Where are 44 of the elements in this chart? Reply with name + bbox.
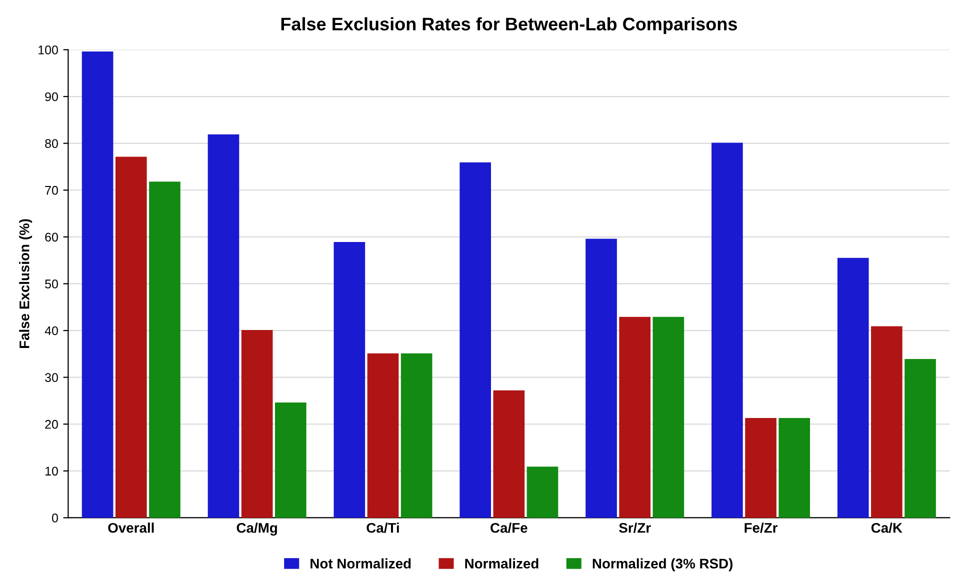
legend-label: Normalized (3% RSD) — [592, 558, 732, 572]
y-tick-label: 20 — [45, 420, 58, 429]
y-tick-label: 80 — [45, 139, 58, 148]
bar — [871, 326, 902, 518]
legend-label: Normalized — [465, 558, 538, 569]
x-tick-label: Ca/Mg — [236, 522, 277, 536]
bar — [400, 353, 432, 518]
bar — [526, 466, 558, 518]
x-tick-label: Sr/Zr — [619, 522, 651, 533]
y-tick-label: 100 — [38, 46, 58, 54]
y-tick-label: 70 — [45, 186, 58, 195]
bar — [460, 162, 491, 518]
bar — [652, 316, 684, 518]
y-tick-label: 40 — [44, 326, 58, 336]
bar — [493, 390, 525, 518]
bar — [208, 134, 240, 518]
chart-title: False Exclusion Rates for Between-Lab Comparisons — [281, 17, 737, 34]
bar — [778, 418, 810, 518]
y-tick-label: 30 — [45, 373, 58, 382]
bar — [712, 142, 743, 518]
y-tick-label: 60 — [45, 232, 58, 242]
bar — [367, 353, 399, 518]
y-axis-title: False Exclusion (%) — [19, 219, 32, 348]
x-tick-label: Ca/K — [871, 522, 902, 533]
bar — [82, 52, 114, 518]
bar — [904, 358, 936, 518]
bar — [115, 156, 147, 518]
x-tick-label: Overall — [108, 522, 154, 533]
bar — [619, 316, 651, 518]
legend-label: Not Normalized — [310, 558, 411, 569]
y-tick-label: 10 — [46, 466, 58, 476]
y-tick-label: 0 — [52, 514, 58, 522]
bar — [241, 330, 273, 518]
y-tick-label: 50 — [45, 280, 58, 288]
bar — [334, 242, 366, 518]
bar — [745, 418, 776, 518]
x-tick-label: Fe/Zr — [744, 522, 778, 533]
x-tick-label: Ca/Fe — [490, 522, 528, 533]
bar — [274, 402, 306, 518]
bar — [837, 258, 869, 518]
bar — [149, 182, 180, 518]
bar — [586, 238, 617, 518]
y-tick-label: 90 — [45, 92, 58, 102]
x-tick-label: Ca/Ti — [366, 522, 399, 533]
